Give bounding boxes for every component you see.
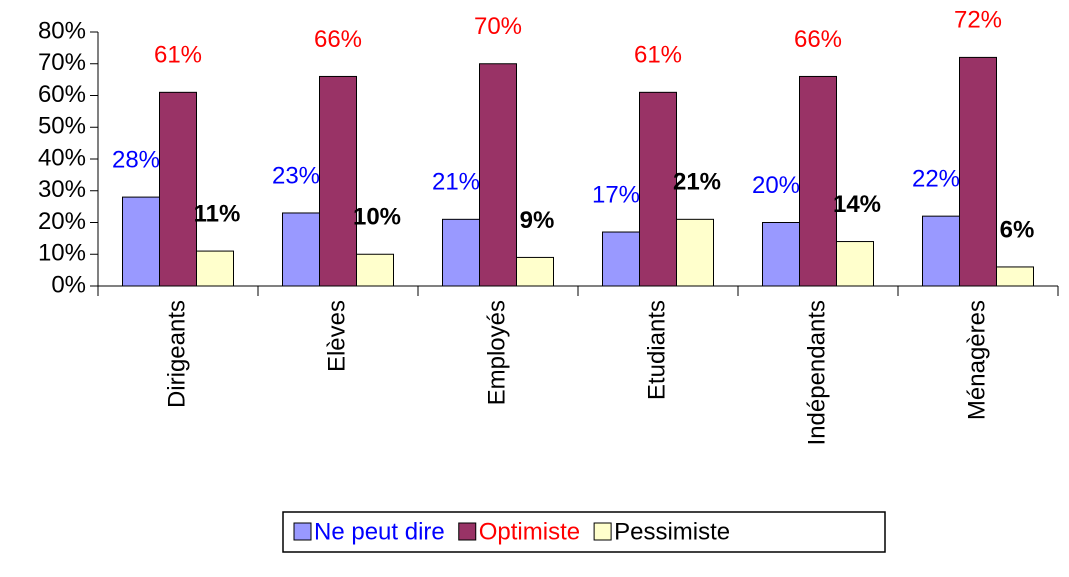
y-tick-label: 0% [51, 271, 86, 298]
value-label: 70% [474, 13, 522, 40]
value-label: 21% [432, 169, 480, 196]
x-tick-label: Elèves [323, 300, 350, 372]
bar [639, 91, 677, 287]
bar [602, 231, 640, 287]
x-tick-label: Ménagères [963, 300, 990, 420]
value-label: 22% [912, 165, 960, 192]
y-tick-label: 80% [38, 17, 86, 44]
bar [922, 215, 960, 287]
bar [799, 75, 837, 287]
y-tick-label: 60% [38, 81, 86, 108]
legend-swatch [593, 522, 612, 541]
bar [836, 241, 874, 287]
y-tick-label: 20% [38, 208, 86, 235]
value-label: 61% [154, 42, 202, 69]
y-tick-label: 10% [38, 240, 86, 267]
value-label: 17% [592, 181, 640, 208]
y-tick-label: 50% [38, 113, 86, 140]
value-label: 61% [634, 42, 682, 69]
legend-label: Pessimiste [614, 518, 730, 545]
bar [762, 222, 800, 287]
bar [282, 212, 320, 287]
bar [159, 91, 197, 287]
bar [479, 63, 517, 287]
y-tick-label: 70% [38, 49, 86, 76]
bar [676, 218, 714, 287]
bar [442, 218, 480, 287]
value-label: 66% [794, 26, 842, 53]
value-label: 72% [954, 7, 1002, 34]
bar [196, 250, 234, 287]
legend-label: Ne peut dire [314, 518, 445, 545]
bar [959, 56, 997, 287]
value-label: 20% [752, 172, 800, 199]
value-label: 9% [520, 207, 555, 234]
value-label: 23% [272, 162, 320, 189]
y-tick-label: 40% [38, 144, 86, 171]
value-label: 11% [194, 200, 241, 227]
legend-swatch [293, 522, 312, 541]
value-label: 66% [314, 26, 362, 53]
bar [122, 196, 160, 287]
value-label: 28% [112, 146, 160, 173]
x-tick-label: Employés [483, 300, 510, 405]
y-tick-label: 30% [38, 176, 86, 203]
x-tick-label: Dirigeants [163, 300, 190, 408]
bar [516, 256, 554, 287]
value-label: 14% [833, 191, 881, 218]
legend-swatch [458, 522, 477, 541]
bar [356, 253, 394, 287]
bar [319, 75, 357, 287]
value-label: 21% [673, 169, 721, 196]
value-label: 6% [1000, 216, 1035, 243]
legend-box [282, 511, 886, 553]
x-tick-label: Etudiants [643, 300, 670, 400]
value-label: 10% [353, 204, 401, 231]
bar [996, 266, 1034, 287]
legend-label: Optimiste [479, 518, 580, 545]
x-tick-label: Indépendants [803, 300, 830, 445]
